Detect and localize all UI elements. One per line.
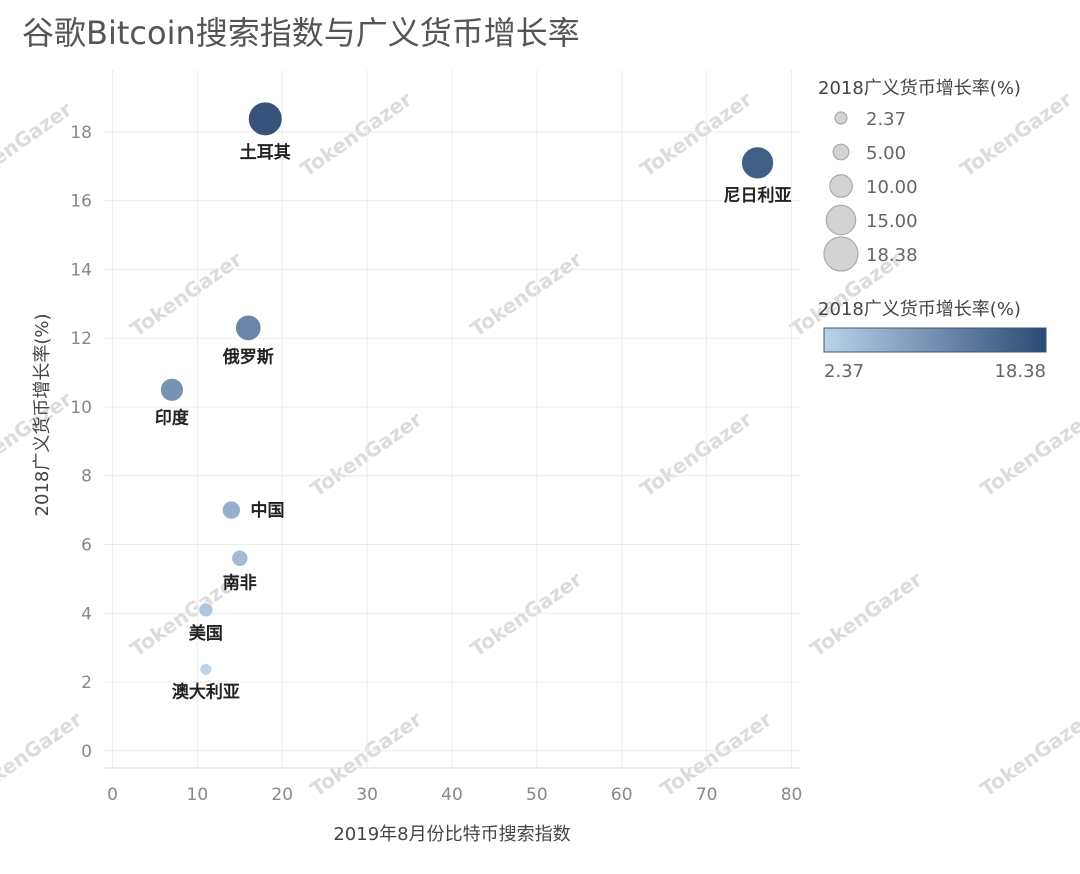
x-tick-label: 60 — [611, 785, 633, 805]
watermark-layer: TokenGazer TokenGazer TokenGazer TokenGazer… — [0, 87, 1080, 801]
y-tick-label: 16 — [70, 192, 92, 212]
watermark-text: TokenGazer — [466, 247, 587, 341]
x-tick-label: 30 — [356, 785, 378, 805]
watermark-text: TokenGazer — [976, 707, 1080, 801]
size-legend-circle — [834, 111, 848, 125]
data-point — [247, 101, 283, 137]
point-label: 印度 — [155, 407, 190, 428]
watermark-text: TokenGazer — [806, 567, 927, 661]
watermark-text: TokenGazer — [636, 87, 757, 181]
watermark-text: TokenGazer — [296, 87, 417, 181]
data-point — [198, 602, 214, 618]
size-legend-title: 2018广义货币增长率(%) — [818, 78, 1021, 99]
data-point — [234, 314, 262, 342]
size-legend-label: 10.00 — [866, 177, 918, 198]
watermark-text: TokenGazer — [0, 707, 86, 801]
watermark-text: TokenGazer — [466, 567, 587, 661]
data-point — [199, 662, 213, 676]
y-axis-ticks: 0 2 4 6 8 10 12 14 16 18 — [70, 123, 92, 762]
x-axis-ticks: 0 10 20 30 40 50 60 70 80 — [107, 785, 802, 805]
size-legend-label: 2.37 — [866, 109, 906, 130]
grid — [104, 70, 800, 769]
data-point — [159, 377, 184, 402]
data-point — [740, 146, 775, 180]
size-legend-circle — [829, 174, 853, 198]
y-tick-label: 8 — [81, 467, 92, 487]
y-tick-label: 14 — [70, 260, 92, 280]
x-tick-label: 70 — [696, 785, 718, 805]
y-tick-label: 6 — [81, 536, 92, 556]
watermark-text: TokenGazer — [0, 97, 76, 191]
x-tick-label: 80 — [781, 785, 803, 805]
y-tick-label: 18 — [70, 123, 92, 143]
x-tick-label: 40 — [441, 785, 463, 805]
chart-title: 谷歌Bitcoin搜索指数与广义货币增长率 — [22, 14, 580, 52]
color-legend-min: 2.37 — [824, 361, 864, 382]
y-tick-label: 0 — [81, 742, 92, 762]
size-legend-circle — [823, 236, 859, 272]
point-labels: 澳大利亚 美国 南非 中国 印度 俄罗斯 尼日利亚 土耳其 — [155, 142, 792, 702]
x-axis-title: 2019年8月份比特币搜索指数 — [333, 824, 570, 845]
y-tick-label: 2 — [81, 673, 92, 693]
y-tick-label: 10 — [70, 398, 92, 418]
data-point — [231, 549, 249, 567]
color-legend-title: 2018广义货币增长率(%) — [818, 299, 1021, 320]
watermark-text: TokenGazer — [306, 407, 427, 501]
color-legend: 2018广义货币增长率(%) 2.37 18.38 — [818, 299, 1047, 382]
y-tick-label: 4 — [81, 604, 92, 624]
point-label: 尼日利亚 — [724, 185, 792, 206]
x-tick-label: 20 — [271, 785, 293, 805]
watermark-text: TokenGazer — [126, 247, 247, 341]
data-points — [159, 101, 775, 676]
watermark-text: TokenGazer — [636, 407, 757, 501]
x-tick-label: 10 — [187, 785, 209, 805]
point-label: 俄罗斯 — [222, 347, 274, 368]
point-label: 中国 — [250, 500, 284, 521]
x-tick-label: 0 — [107, 785, 118, 805]
x-tick-label: 50 — [526, 785, 548, 805]
size-legend-circle — [832, 143, 850, 161]
point-label: 南非 — [223, 572, 257, 593]
y-axis-title: 2018广义货币增长率(%) — [32, 314, 53, 517]
y-tick-label: 12 — [70, 329, 92, 349]
color-legend-bar — [823, 327, 1047, 353]
point-label: 土耳其 — [240, 142, 291, 163]
data-point — [221, 500, 241, 520]
point-label: 美国 — [189, 623, 223, 644]
size-legend-label: 15.00 — [866, 211, 918, 232]
size-legend-label: 5.00 — [866, 143, 906, 164]
watermark-text: TokenGazer — [956, 87, 1077, 181]
point-label: 澳大利亚 — [172, 681, 240, 702]
size-legend-label: 18.38 — [866, 245, 918, 266]
color-legend-max: 18.38 — [994, 361, 1046, 382]
size-legend-circle — [825, 204, 857, 236]
size-legend: 2018广义货币增长率(%) 2.37 5.00 10.00 15.00 18.38 — [818, 78, 1021, 272]
watermark-text: TokenGazer — [976, 407, 1080, 501]
